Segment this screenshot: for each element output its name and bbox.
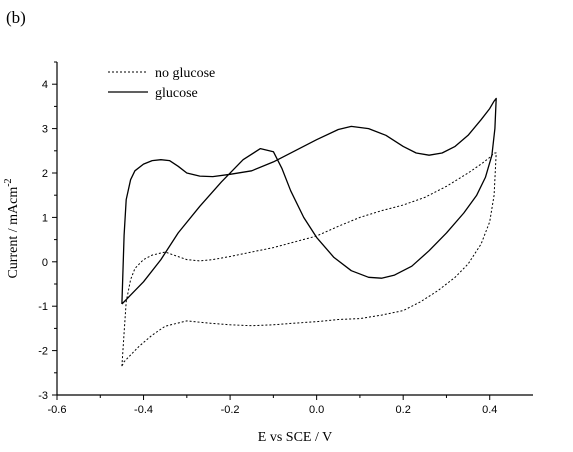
series-line-no-glucose [122, 153, 496, 366]
y-tick-label: 0 [42, 257, 48, 269]
x-tick-label: -0.6 [48, 404, 67, 416]
y-tick-label: 4 [42, 79, 48, 91]
y-axis-label-superscript: -2 [3, 178, 14, 186]
x-axis-label: E vs SCE / V [258, 430, 332, 445]
legend: no glucose glucose [108, 66, 215, 101]
y-tick-label: 3 [42, 124, 48, 136]
x-tick-label: 0.4 [482, 404, 497, 416]
legend-entry: no glucose [155, 66, 215, 81]
y-axis-label-main: Current / mAcm [6, 187, 21, 279]
y-tick-label: -3 [38, 390, 48, 402]
x-tick-label: 0.2 [396, 404, 411, 416]
x-tick-label: -0.4 [134, 404, 153, 416]
ticks: -0.6 -0.4 -0.2 0.0 0.2 0.4 -3 -2 -1 0 1 2 3 4 [38, 62, 497, 416]
axes [57, 62, 533, 395]
legend-entry: glucose [155, 86, 198, 101]
x-tick-label: -0.2 [221, 404, 240, 416]
x-tick-label: 0.0 [309, 404, 324, 416]
y-tick-label: -1 [38, 301, 48, 313]
y-tick-label: 2 [42, 168, 48, 180]
y-tick-label: -2 [38, 346, 48, 358]
y-tick-label: 1 [42, 212, 48, 224]
y-axis-label: Current / mAcm-2 [3, 178, 21, 278]
series-group [122, 98, 496, 366]
series-line-glucose [122, 98, 496, 304]
